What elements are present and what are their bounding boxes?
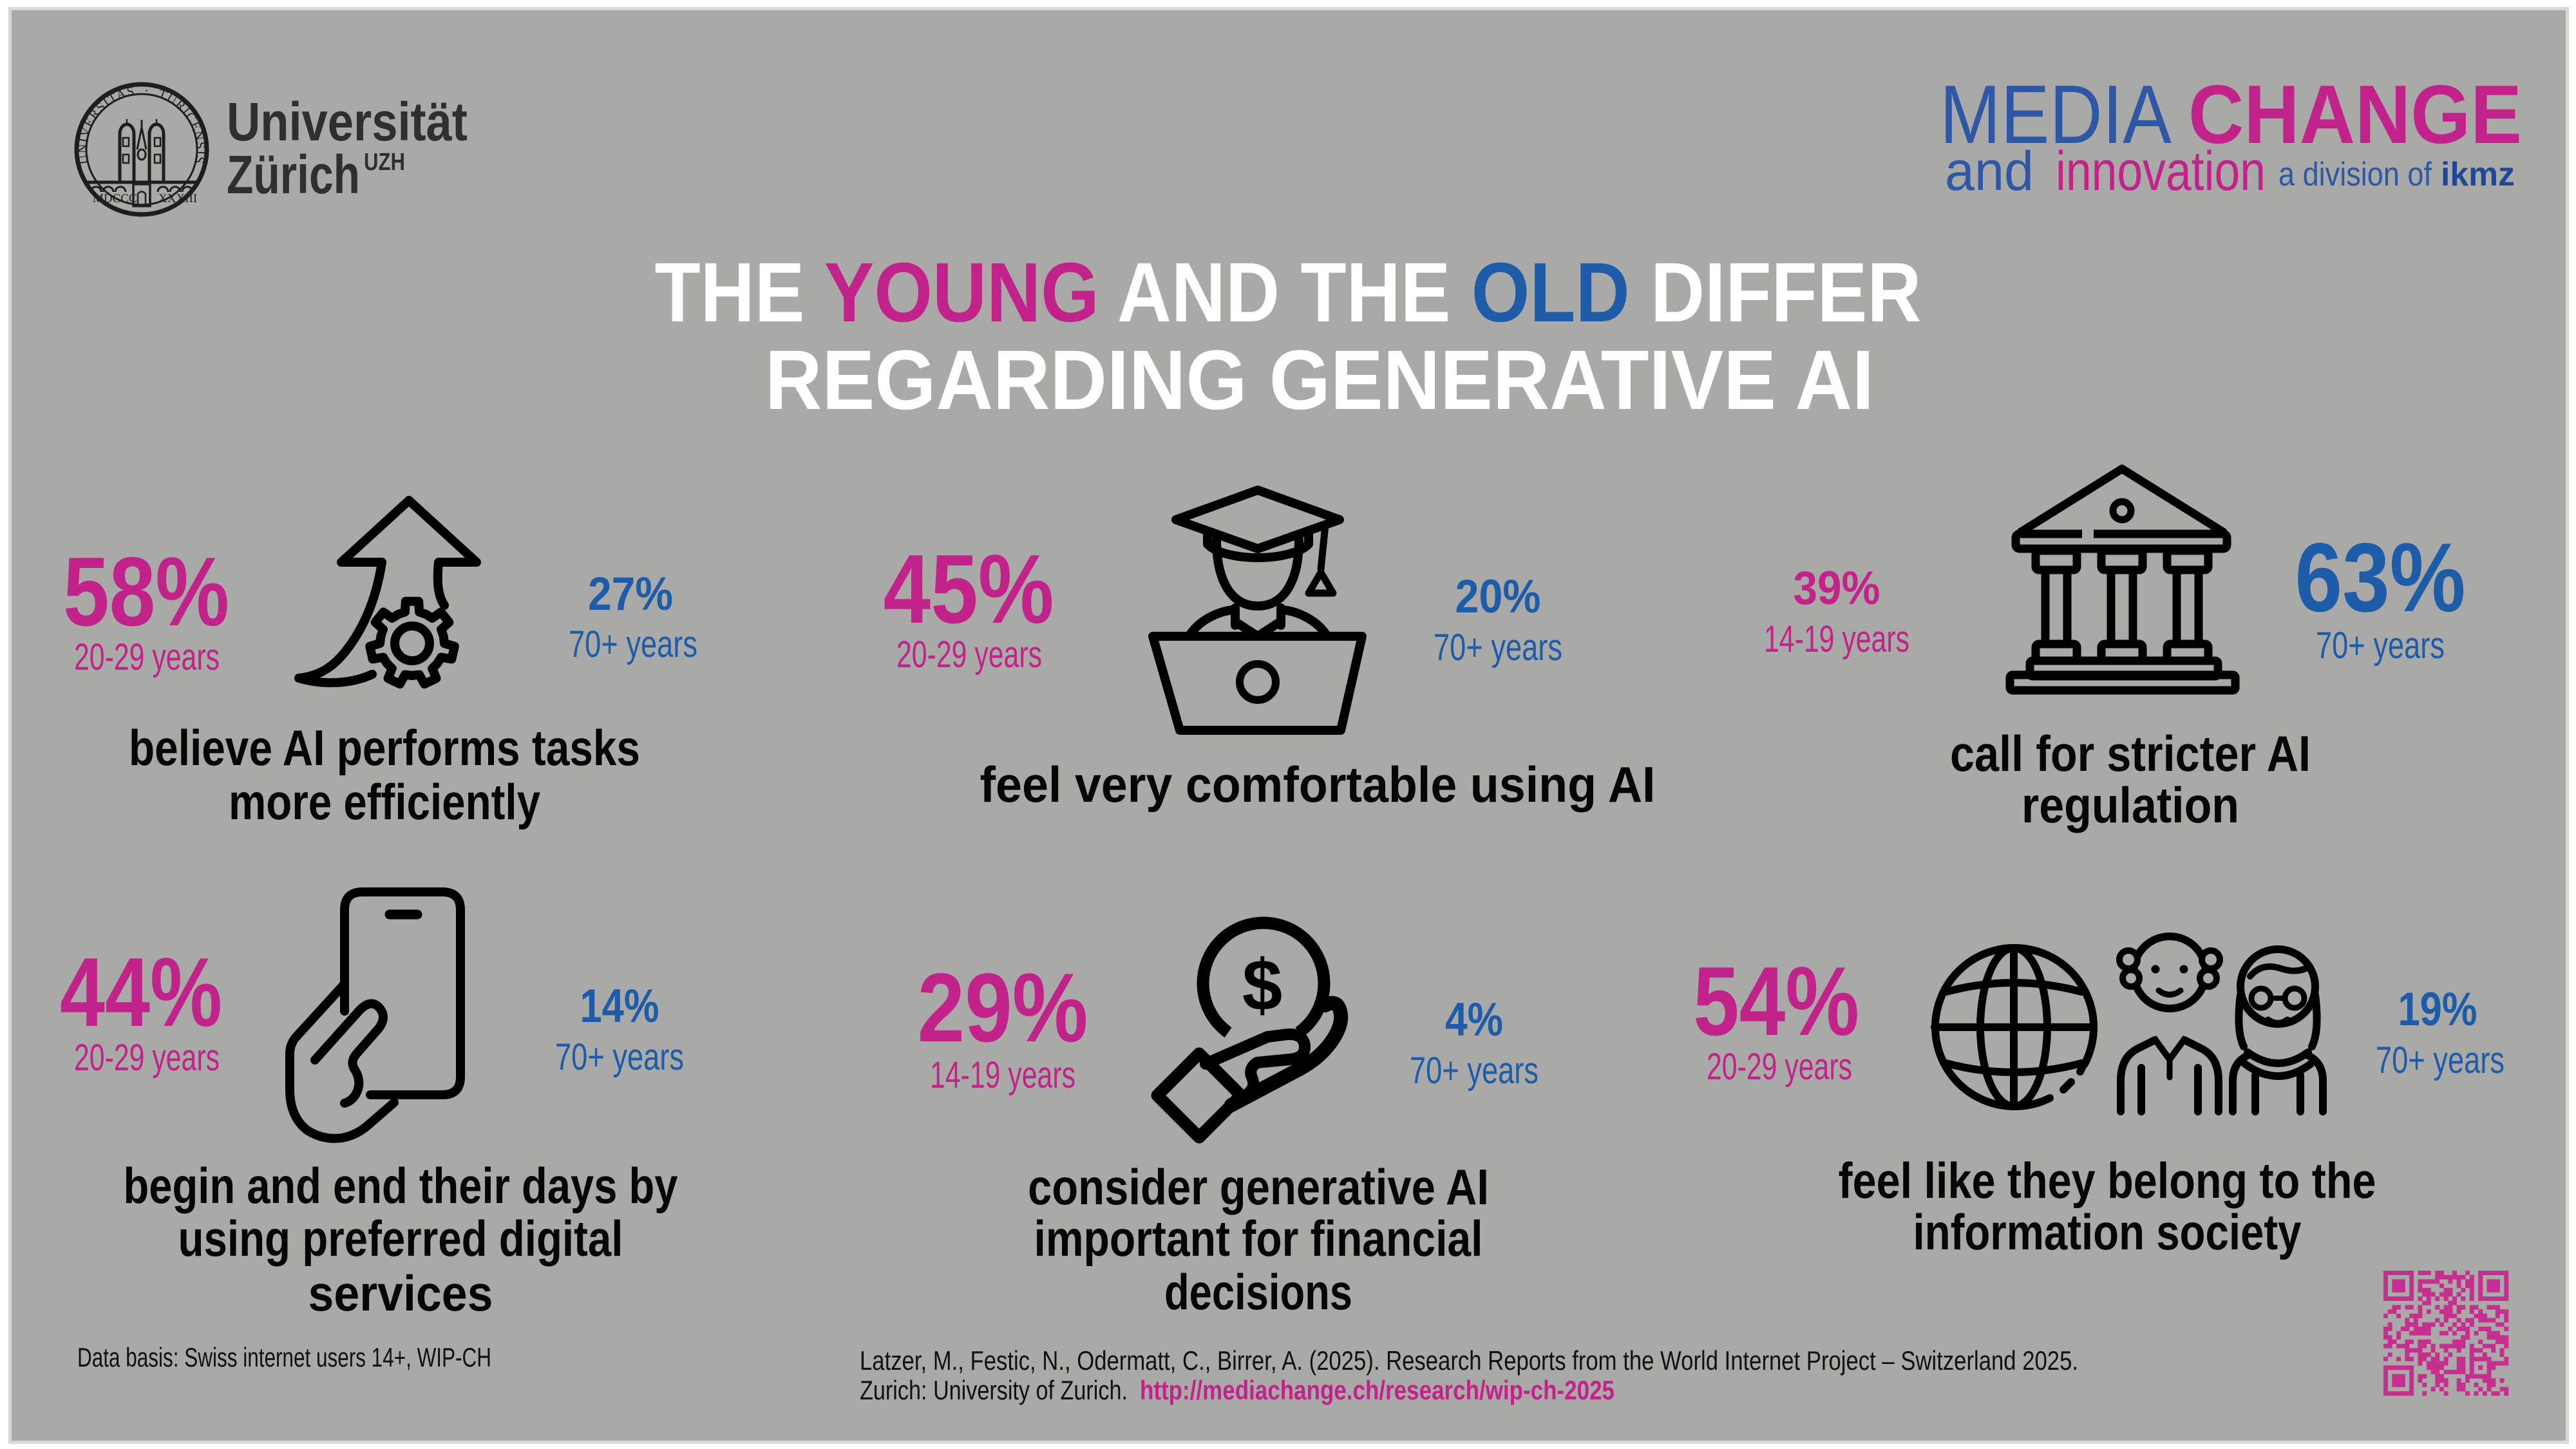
svg-text:20-29 years: 20-29 years xyxy=(74,636,220,678)
svg-text:29%: 29% xyxy=(918,953,1088,1063)
svg-text:CHANGE: CHANGE xyxy=(2188,68,2522,161)
svg-text:begin and end their days by: begin and end their days by xyxy=(124,1157,678,1214)
svg-text:$: $ xyxy=(1242,945,1282,1025)
svg-text:14-19 years: 14-19 years xyxy=(1764,618,1909,660)
svg-text:regulation: regulation xyxy=(2022,777,2239,833)
svg-text:20%: 20% xyxy=(1455,571,1541,623)
svg-text:45%: 45% xyxy=(884,535,1054,644)
svg-text:ikmz: ikmz xyxy=(2441,156,2515,193)
svg-text:44%: 44% xyxy=(60,938,222,1047)
svg-text:70+ years: 70+ years xyxy=(2316,625,2445,667)
svg-text:70+ years: 70+ years xyxy=(569,623,697,665)
svg-text:70+ years: 70+ years xyxy=(1410,1050,1539,1092)
svg-text:XXXIII: XXXIII xyxy=(158,192,197,205)
svg-text:feel like they belong to the: feel like they belong to the xyxy=(1839,1152,2376,1209)
svg-text:20-29 years: 20-29 years xyxy=(74,1037,220,1079)
svg-text:70+ years: 70+ years xyxy=(555,1036,684,1078)
svg-text:Data basis: Swiss internet use: Data basis: Swiss internet users 14+, WI… xyxy=(77,1342,491,1372)
svg-text:58%: 58% xyxy=(63,537,229,647)
svg-text:20-29 years: 20-29 years xyxy=(1707,1046,1852,1088)
svg-text:important for financial: important for financial xyxy=(1034,1210,1483,1267)
svg-text:14%: 14% xyxy=(580,980,659,1032)
svg-text:MEDIA: MEDIA xyxy=(1940,68,2172,161)
svg-text:14-19 years: 14-19 years xyxy=(930,1054,1075,1096)
svg-text:feel very comfortable using AI: feel very comfortable using AI xyxy=(980,756,1656,813)
svg-text:UZH: UZH xyxy=(364,149,405,176)
svg-text:Universität: Universität xyxy=(227,91,468,152)
svg-text:39%: 39% xyxy=(1794,562,1880,614)
svg-text:services: services xyxy=(308,1265,493,1321)
svg-text:Zurich: University of Zurich.: Zurich: University of Zurich. xyxy=(860,1375,1128,1405)
svg-text:19%: 19% xyxy=(2398,983,2477,1036)
svg-text:using preferred digital: using preferred digital xyxy=(178,1210,623,1267)
svg-text:information society: information society xyxy=(1913,1204,2302,1260)
svg-text:innovation: innovation xyxy=(2056,140,2266,202)
svg-text:MDCCC: MDCCC xyxy=(93,192,137,205)
svg-text:70+ years: 70+ years xyxy=(2376,1039,2505,1081)
svg-text:27%: 27% xyxy=(588,568,673,620)
svg-text:Zürich: Zürich xyxy=(227,144,360,205)
svg-text:54%: 54% xyxy=(1693,947,1859,1056)
svg-text:63%: 63% xyxy=(2295,523,2466,632)
svg-text:more efficiently: more efficiently xyxy=(229,773,540,830)
svg-text:70+ years: 70+ years xyxy=(1434,627,1562,668)
svg-text:and: and xyxy=(1945,140,2034,202)
svg-text:20-29 years: 20-29 years xyxy=(896,634,1042,676)
svg-text:consider generative AI: consider generative AI xyxy=(1028,1159,1489,1215)
svg-text:call for stricter AI: call for stricter AI xyxy=(1950,725,2311,782)
svg-text:THE YOUNG AND THE OLD DIFFER: THE YOUNG AND THE OLD DIFFER xyxy=(655,245,1922,339)
svg-text:REGARDING GENERATIVE AI: REGARDING GENERATIVE AI xyxy=(765,332,1874,427)
svg-text:decisions: decisions xyxy=(1164,1264,1352,1320)
svg-text:http://mediachange.ch/research: http://mediachange.ch/research/wip-ch-20… xyxy=(1140,1375,1615,1405)
svg-text:a division of: a division of xyxy=(2278,156,2432,193)
svg-text:believe AI performs tasks: believe AI performs tasks xyxy=(129,719,640,776)
svg-text:4%: 4% xyxy=(1445,994,1503,1046)
svg-text:Latzer, M., Festic, N., Oderma: Latzer, M., Festic, N., Odermatt, C., Bi… xyxy=(860,1345,2078,1376)
